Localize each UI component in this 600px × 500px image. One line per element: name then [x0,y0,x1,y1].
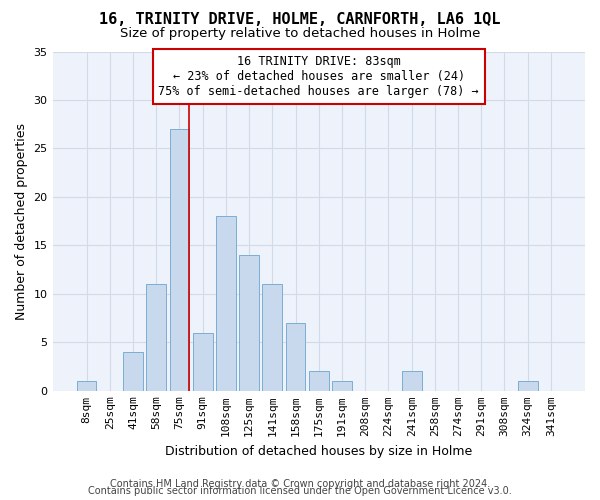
Text: Size of property relative to detached houses in Holme: Size of property relative to detached ho… [120,28,480,40]
Bar [402,372,422,391]
Bar [170,129,190,391]
Bar [123,352,143,391]
Text: Contains HM Land Registry data © Crown copyright and database right 2024.: Contains HM Land Registry data © Crown c… [110,479,490,489]
Y-axis label: Number of detached properties: Number of detached properties [15,122,28,320]
Bar [146,284,166,391]
Bar [309,372,329,391]
X-axis label: Distribution of detached houses by size in Holme: Distribution of detached houses by size … [165,444,472,458]
Text: 16 TRINITY DRIVE: 83sqm
← 23% of detached houses are smaller (24)
75% of semi-de: 16 TRINITY DRIVE: 83sqm ← 23% of detache… [158,55,479,98]
Text: Contains public sector information licensed under the Open Government Licence v3: Contains public sector information licen… [88,486,512,496]
Bar [286,323,305,391]
Bar [216,216,236,391]
Bar [332,381,352,391]
Bar [239,255,259,391]
Bar [518,381,538,391]
Bar [77,381,97,391]
Bar [193,332,212,391]
Bar [262,284,282,391]
Text: 16, TRINITY DRIVE, HOLME, CARNFORTH, LA6 1QL: 16, TRINITY DRIVE, HOLME, CARNFORTH, LA6… [99,12,501,28]
